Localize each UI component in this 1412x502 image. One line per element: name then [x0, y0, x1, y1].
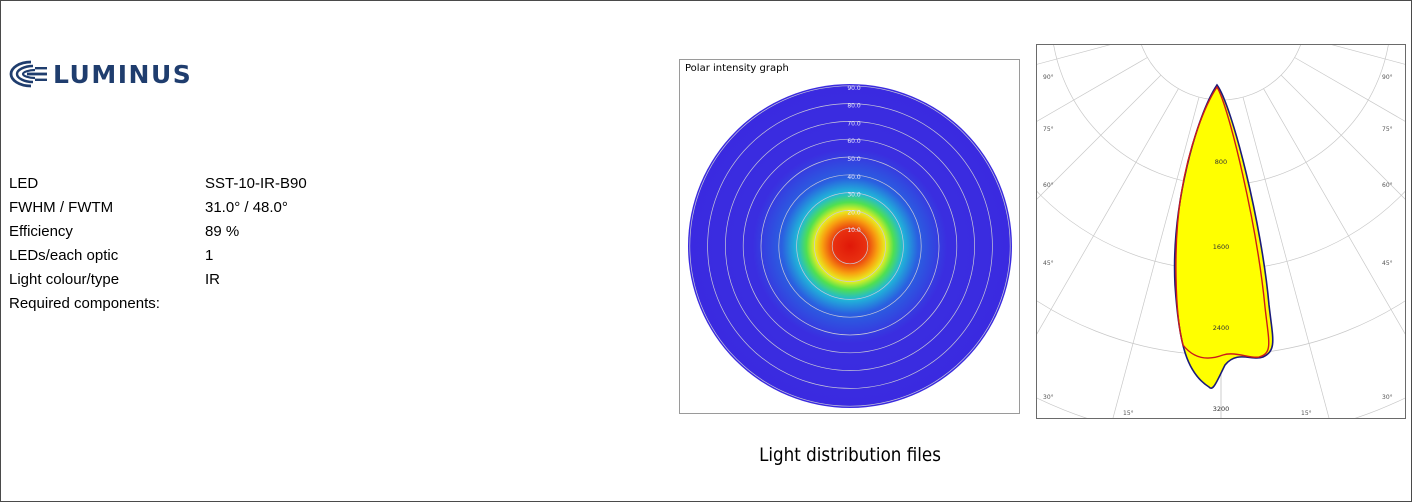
angle-label: 45°	[1043, 260, 1054, 267]
polar-grid-spoke	[1037, 57, 1148, 122]
polar-grid-spoke	[1037, 88, 1179, 335]
polar-ring	[689, 85, 1011, 407]
angle-label: 15°	[1123, 410, 1134, 417]
polar-graph-title: Polar intensity graph	[685, 63, 789, 74]
polar-ring	[725, 121, 975, 371]
polar-distribution-chart: 90° 75° 60° 45° 30° 15° 90° 75° 60° 45° 30° 15° 800…	[1037, 45, 1405, 418]
angle-label: 75°	[1382, 126, 1393, 133]
polar-ring-label: 60.0	[847, 138, 861, 145]
angle-label: 45°	[1382, 260, 1393, 267]
polar-ring-label: 80.0	[847, 103, 861, 110]
polar-rings	[689, 85, 1011, 407]
distribution-curve-secondary	[1175, 85, 1270, 359]
brand-logo: LUMINUS	[9, 52, 192, 96]
polar-grid-spoke	[1280, 74, 1405, 200]
spec-label: FWHM / FWTM	[9, 199, 114, 216]
polar-ring-labels: 10.0 20.0 30.0 40.0 50.0 60.0 70.0 80.0 90.0	[847, 85, 861, 234]
spec-label: Light colour/type	[9, 271, 120, 288]
polar-ring-label: 30.0	[847, 192, 861, 199]
angle-label: 75°	[1043, 126, 1054, 133]
angle-label: 30°	[1043, 394, 1054, 401]
polar-ring	[778, 174, 922, 318]
polar-ring	[814, 210, 886, 282]
distribution-fill	[1174, 85, 1273, 389]
spec-value: 31.0° / 48.0°	[205, 199, 288, 216]
polar-intensity-panel: 10.0 20.0 30.0 40.0 50.0 60.0 70.0 80.0 90.0 Pol…	[679, 59, 1020, 414]
polar-ring	[742, 138, 958, 354]
polar-ring	[831, 227, 869, 265]
intensity-label: 2400	[1213, 324, 1230, 332]
angle-label: 30°	[1382, 394, 1393, 401]
polar-grid-spoke	[1263, 88, 1405, 335]
polar-ring	[707, 103, 993, 389]
angle-label: 15°	[1301, 410, 1312, 417]
angle-label: 90°	[1043, 74, 1054, 81]
angle-label: 60°	[1382, 182, 1393, 189]
polar-ring	[760, 156, 940, 336]
polar-ring-label: 20.0	[847, 209, 861, 216]
spec-label: Efficiency	[9, 223, 73, 240]
spec-value: 89 %	[205, 223, 240, 240]
polar-ring-label: 40.0	[847, 174, 861, 181]
intensity-label: 3200	[1213, 405, 1230, 413]
polar-grid-spoke	[1331, 45, 1405, 65]
spec-value: IR	[205, 271, 220, 288]
spec-label: LED	[9, 175, 39, 192]
intensity-disc	[688, 84, 1012, 408]
polar-ring	[796, 192, 904, 300]
polar-grid-spoke	[1112, 97, 1200, 418]
brand-name: LUMINUS	[53, 59, 193, 89]
angle-label: 60°	[1043, 182, 1054, 189]
polar-grid-spoke	[1037, 74, 1162, 200]
polar-grid-spoke	[1037, 45, 1111, 65]
intensity-label: 800	[1215, 158, 1227, 166]
polar-intensity-graph: 10.0 20.0 30.0 40.0 50.0 60.0 70.0 80.0 90.0	[688, 84, 1012, 408]
distribution-curve-primary	[1173, 83, 1274, 389]
spec-value: 1	[205, 247, 214, 264]
polar-ring-label: 10.0	[847, 227, 861, 234]
light-distribution-caption: Light distribution files	[759, 444, 941, 466]
luminus-logo-icon	[9, 60, 47, 88]
angle-labels: 90° 75° 60° 45° 30° 15° 90° 75° 60° 45° 30° 15°	[1043, 74, 1393, 417]
polar-grid-spoke	[1294, 57, 1405, 122]
polar-grid-spoke	[1242, 97, 1330, 418]
intensity-label: 1600	[1213, 243, 1230, 251]
polar-ring-label: 50.0	[847, 156, 861, 163]
light-distribution-panel: 90° 75° 60° 45° 30° 15° 90° 75° 60° 45° 30° 15° 800…	[1036, 44, 1406, 419]
spec-label: Required components:	[9, 295, 160, 312]
spec-label: LEDs/each optic	[9, 247, 119, 264]
polar-ring-label: 90.0	[847, 85, 861, 92]
intensity-labels: 800 1600 2400 3200	[1213, 158, 1230, 413]
polar-ring-label: 70.0	[847, 120, 861, 127]
angle-label: 90°	[1382, 74, 1393, 81]
spec-value: SST-10-IR-B90	[205, 175, 307, 192]
